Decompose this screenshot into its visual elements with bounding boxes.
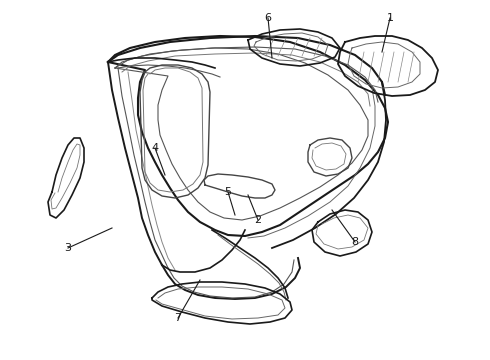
Text: 2: 2 [254, 215, 262, 225]
Text: 8: 8 [351, 237, 359, 247]
Text: 1: 1 [387, 13, 393, 23]
Text: 5: 5 [224, 187, 231, 197]
Text: 7: 7 [174, 313, 182, 323]
Text: 6: 6 [265, 13, 271, 23]
Text: 3: 3 [65, 243, 72, 253]
Text: 4: 4 [151, 143, 159, 153]
